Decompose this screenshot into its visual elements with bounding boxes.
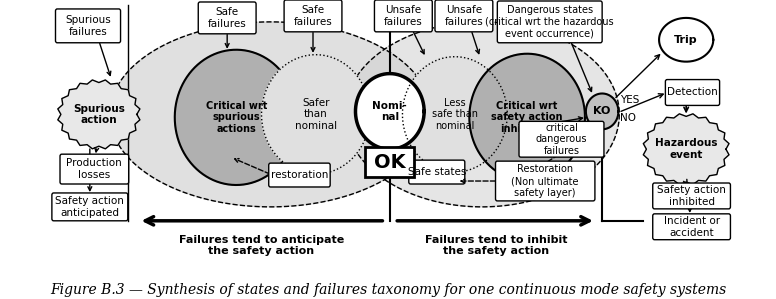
- Text: OK: OK: [374, 152, 406, 172]
- Text: Production
losses: Production losses: [67, 158, 123, 180]
- Polygon shape: [262, 55, 370, 174]
- Text: Safe
failures: Safe failures: [208, 7, 247, 29]
- Text: restoration: restoration: [271, 170, 328, 180]
- FancyBboxPatch shape: [52, 193, 128, 221]
- Text: Spurious
action: Spurious action: [73, 103, 125, 125]
- Polygon shape: [586, 94, 618, 129]
- Text: Critical wrt
safety action
inhibition: Critical wrt safety action inhibition: [491, 101, 563, 134]
- Polygon shape: [345, 22, 619, 207]
- Polygon shape: [109, 22, 431, 207]
- Text: Unsafe
failures: Unsafe failures: [445, 5, 483, 27]
- FancyBboxPatch shape: [268, 163, 330, 187]
- FancyBboxPatch shape: [653, 183, 730, 209]
- Text: Restoration
(Non ultimate
safety layer): Restoration (Non ultimate safety layer): [511, 164, 579, 198]
- FancyBboxPatch shape: [435, 0, 493, 32]
- FancyBboxPatch shape: [665, 80, 719, 106]
- Text: Failures tend to anticipate
the safety action: Failures tend to anticipate the safety a…: [179, 235, 344, 256]
- FancyBboxPatch shape: [519, 121, 604, 157]
- Text: Hazardous
event: Hazardous event: [655, 138, 718, 160]
- Text: Safety action
anticipated: Safety action anticipated: [55, 196, 124, 218]
- Text: critical
dangerous
failures: critical dangerous failures: [535, 123, 587, 156]
- Text: Safety action
inhibited: Safety action inhibited: [657, 185, 726, 207]
- Text: Failures tend to inhibit
the safety action: Failures tend to inhibit the safety acti…: [425, 235, 568, 256]
- Polygon shape: [469, 54, 585, 181]
- Text: YES: YES: [620, 95, 639, 106]
- Text: Spurious
failures: Spurious failures: [65, 15, 111, 37]
- Polygon shape: [355, 74, 424, 149]
- FancyBboxPatch shape: [496, 161, 595, 201]
- FancyBboxPatch shape: [60, 154, 129, 184]
- Text: Detection: Detection: [667, 88, 718, 97]
- FancyBboxPatch shape: [653, 214, 730, 240]
- Text: Nomi-
nal: Nomi- nal: [372, 100, 407, 122]
- Text: Safe
failures: Safe failures: [293, 5, 332, 27]
- FancyBboxPatch shape: [56, 9, 120, 43]
- Text: Safer
than
nominal: Safer than nominal: [295, 98, 337, 131]
- Text: Critical wrt
spurious
actions: Critical wrt spurious actions: [206, 101, 267, 134]
- FancyBboxPatch shape: [375, 0, 432, 32]
- Text: NO: NO: [620, 113, 636, 123]
- FancyBboxPatch shape: [284, 0, 342, 32]
- FancyBboxPatch shape: [365, 147, 414, 177]
- Text: Dangerous states
(critical wrt the hazardous
event occurrence): Dangerous states (critical wrt the hazar…: [486, 5, 614, 39]
- FancyBboxPatch shape: [497, 1, 602, 43]
- Polygon shape: [58, 80, 140, 149]
- Text: KO: KO: [594, 106, 611, 116]
- Text: Unsafe
failures: Unsafe failures: [384, 5, 423, 27]
- Text: Trip: Trip: [674, 35, 698, 45]
- Polygon shape: [643, 114, 729, 184]
- Polygon shape: [403, 57, 508, 172]
- Polygon shape: [175, 50, 298, 185]
- FancyBboxPatch shape: [409, 160, 465, 184]
- FancyBboxPatch shape: [198, 2, 256, 34]
- Text: Less
safe than
nominal: Less safe than nominal: [432, 98, 478, 131]
- Text: Figure B.3 — Synthesis of states and failures taxonomy for one continuous mode s: Figure B.3 — Synthesis of states and fai…: [50, 283, 726, 298]
- Text: Safe states: Safe states: [407, 167, 466, 177]
- Polygon shape: [659, 18, 713, 62]
- Text: Incident or
accident: Incident or accident: [663, 216, 719, 238]
